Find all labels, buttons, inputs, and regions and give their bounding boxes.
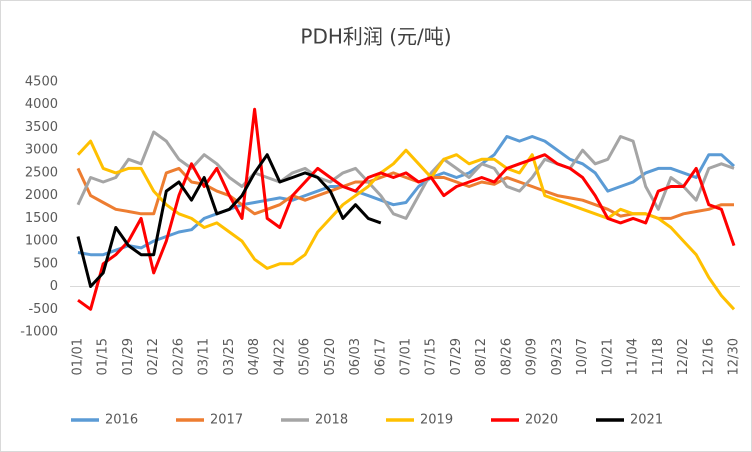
x-tick-label: 05/06: [298, 338, 313, 375]
x-tick-label: 02/12: [146, 338, 161, 375]
x-tick-label: 01/01: [71, 338, 86, 375]
series-line: [76, 139, 736, 311]
y-tick-label: -500: [28, 302, 58, 317]
x-tick-label: 01/15: [96, 338, 111, 375]
y-tick-label: 3500: [25, 120, 58, 135]
x-tick-label: 08/26: [499, 338, 514, 375]
x-tick-label: 03/25: [222, 338, 237, 375]
y-tick-label: 2000: [25, 188, 58, 203]
x-tick-label: 05/20: [323, 338, 338, 375]
series-line: [77, 107, 736, 311]
legend-label: 2021: [630, 413, 663, 428]
x-tick-label: 12/16: [701, 338, 716, 375]
x-tick-label: 12/30: [727, 338, 742, 375]
x-tick-label: 06/03: [348, 338, 363, 375]
x-tick-label: 07/15: [424, 338, 439, 375]
x-tick-label: 11/04: [626, 338, 641, 375]
chart-title: PDH利润 (元/吨): [300, 25, 451, 49]
x-tick-label: 07/01: [399, 338, 414, 375]
x-tick-label: 12/02: [676, 338, 691, 375]
x-tick-label: 06/17: [373, 338, 388, 375]
legend-label: 2020: [525, 413, 558, 428]
x-tick-label: 04/22: [272, 338, 287, 375]
y-tick-label: -1000: [20, 325, 58, 340]
series-line: [77, 135, 736, 257]
x-tick-label: 10/07: [575, 338, 590, 375]
x-tick-label: 11/18: [651, 338, 666, 375]
legend-label: 2017: [210, 413, 243, 428]
x-tick-label: 08/12: [474, 338, 489, 375]
legend-label: 2019: [420, 413, 453, 428]
x-tick-label: 01/29: [121, 338, 136, 375]
x-tick-label: 03/11: [197, 338, 212, 375]
x-tick-label: 09/09: [525, 338, 540, 375]
x-tick-label: 10/21: [600, 338, 615, 375]
x-tick-label: 02/26: [171, 338, 186, 375]
series-line: [76, 130, 735, 220]
x-tick-label: 04/08: [247, 338, 262, 375]
y-tick-label: 1500: [25, 211, 58, 226]
y-tick-label: 0: [50, 279, 58, 294]
y-tick-label: 3000: [25, 143, 58, 158]
x-tick-label: 09/23: [550, 338, 565, 375]
y-tick-label: 2500: [25, 165, 58, 180]
x-tick-label: 07/29: [449, 338, 464, 375]
series-line: [76, 153, 382, 288]
y-tick-label: 1000: [25, 234, 58, 249]
y-tick-label: 4000: [25, 97, 58, 112]
legend-label: 2018: [315, 413, 348, 428]
y-tick-label: 4500: [25, 75, 58, 90]
y-tick-label: 500: [33, 256, 58, 271]
legend-label: 2016: [105, 413, 138, 428]
